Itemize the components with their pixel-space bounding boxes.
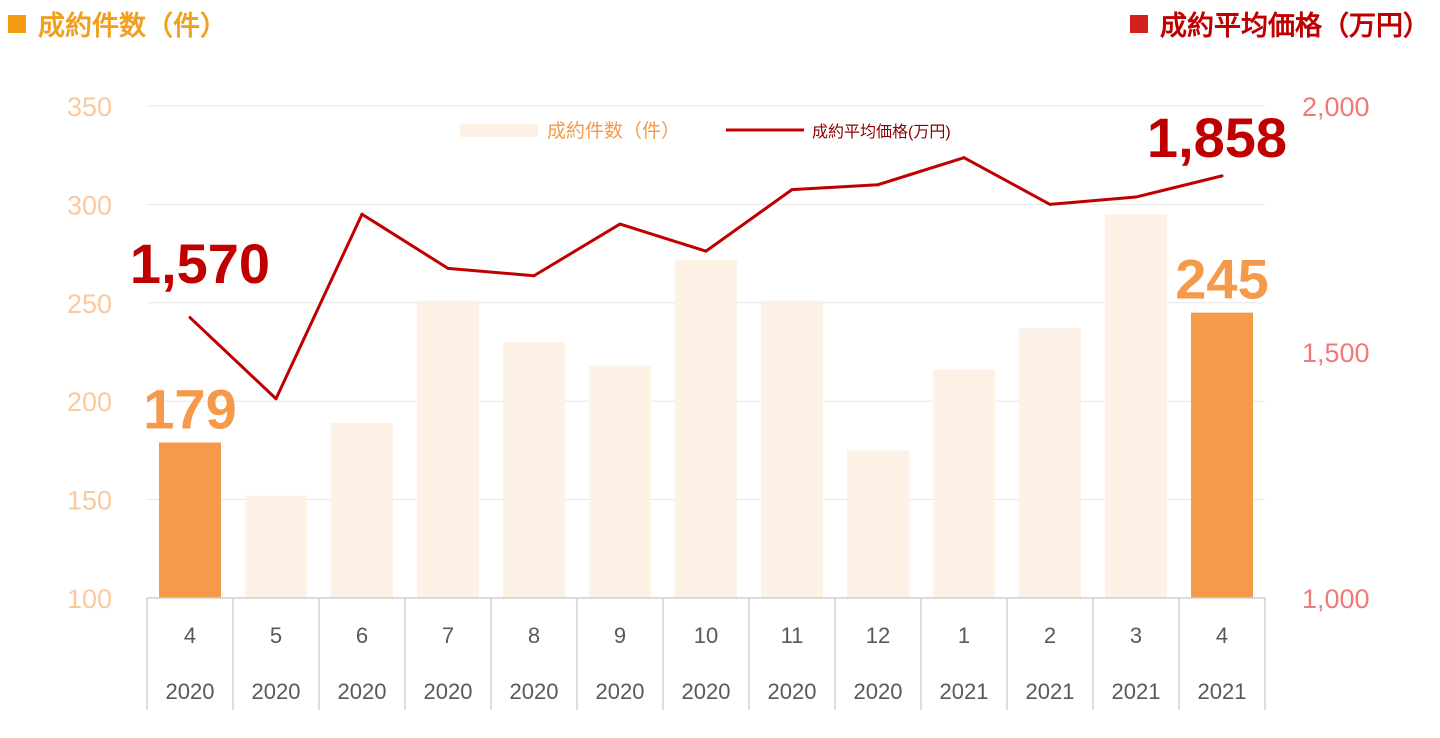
x-month-label: 1 [958, 623, 970, 648]
x-year-label: 2020 [596, 679, 645, 704]
right-header-square-icon [1130, 14, 1148, 33]
x-year-label: 2020 [252, 679, 301, 704]
x-month-label: 6 [356, 623, 368, 648]
price-point [1048, 202, 1052, 206]
left-axis-tick-label: 150 [67, 486, 112, 516]
bar [1191, 312, 1253, 598]
left-axis-tick-label: 200 [67, 387, 112, 417]
left-header-square-icon [8, 14, 26, 33]
x-month-label: 4 [1216, 623, 1228, 648]
x-month-label: 2 [1044, 623, 1056, 648]
x-year-label: 2020 [166, 679, 215, 704]
x-year-label: 2020 [338, 679, 387, 704]
bar-data-label: 245 [1175, 248, 1268, 311]
x-month-label: 3 [1130, 623, 1142, 648]
price-point [1220, 174, 1224, 178]
bar [589, 365, 651, 598]
x-month-label: 10 [694, 623, 718, 648]
x-year-label: 2021 [1026, 679, 1075, 704]
right-axis-tick-label: 2,000 [1302, 92, 1370, 122]
price-point [1134, 195, 1138, 199]
x-year-label: 2020 [768, 679, 817, 704]
price-point [618, 222, 622, 226]
price-point [876, 183, 880, 187]
bar [331, 422, 393, 598]
x-year-label: 2020 [682, 679, 731, 704]
price-point [790, 188, 794, 192]
right-axis-tick-label: 1,000 [1302, 584, 1370, 614]
x-year-label: 2021 [1112, 679, 1161, 704]
x-year-label: 2020 [510, 679, 559, 704]
bar [847, 450, 909, 598]
right-axis-tick-label: 1,500 [1302, 338, 1370, 368]
price-point [962, 156, 966, 160]
left-axis-tick-label: 300 [67, 190, 112, 220]
left-header-label: 成約件数（件） [38, 11, 227, 42]
left-axis-tick-label: 250 [67, 289, 112, 319]
left-axis-tick-label: 350 [67, 92, 112, 122]
left-axis-tick-label: 100 [67, 584, 112, 614]
bar [1019, 328, 1081, 598]
bar [417, 300, 479, 598]
x-year-label: 2020 [854, 679, 903, 704]
x-year-label: 2020 [424, 679, 473, 704]
price-point [274, 397, 278, 401]
x-month-label: 5 [270, 623, 282, 648]
price-point [704, 249, 708, 253]
bar [761, 300, 823, 598]
line-data-label: 1,858 [1147, 106, 1287, 169]
price-point [532, 274, 536, 278]
right-axis-header: 成約平均価格（万円） [1130, 4, 1430, 43]
left-axis-header: 成約件数（件） [8, 4, 227, 43]
bar [245, 495, 307, 598]
legend-line-label: 成約平均価格(万円) [812, 123, 951, 141]
price-point [188, 316, 192, 320]
right-header-label: 成約平均価格（万円） [1160, 11, 1430, 42]
x-year-label: 2021 [940, 679, 989, 704]
x-year-label: 2021 [1198, 679, 1247, 704]
bar-data-label: 179 [143, 378, 236, 441]
legend-bar-label: 成約件数（件） [547, 120, 680, 142]
bar [933, 369, 995, 598]
price-point [446, 266, 450, 270]
legend-bar-swatch [460, 124, 538, 137]
x-month-label: 9 [614, 623, 626, 648]
x-month-label: 7 [442, 623, 454, 648]
x-month-label: 12 [866, 623, 890, 648]
bar [503, 342, 565, 598]
x-month-label: 4 [184, 623, 196, 648]
bar [675, 259, 737, 598]
bar [1105, 214, 1167, 599]
bar [159, 442, 221, 598]
x-month-label: 8 [528, 623, 540, 648]
x-month-label: 11 [781, 623, 804, 648]
price-point [360, 212, 364, 216]
line-data-label: 1,570 [130, 232, 270, 295]
